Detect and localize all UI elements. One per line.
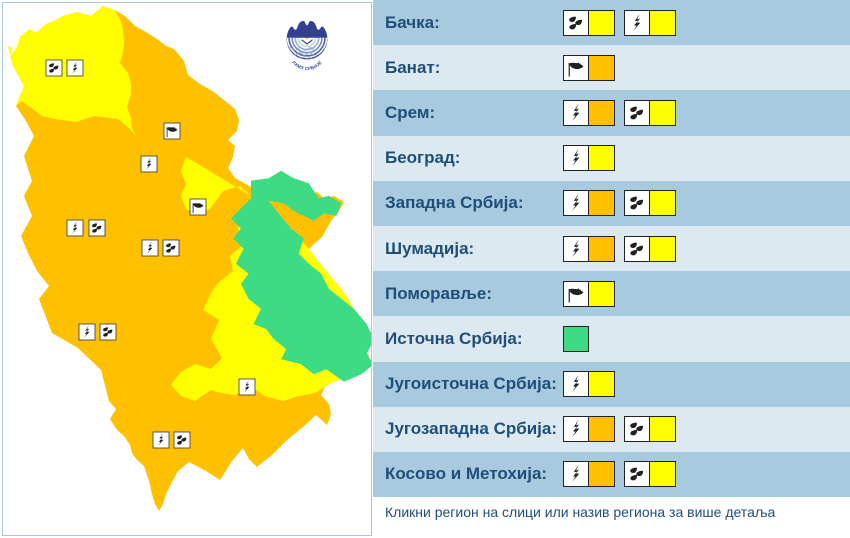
svg-text:РХМЗ СРБИЈЕ: РХМЗ СРБИЈЕ xyxy=(291,59,323,71)
